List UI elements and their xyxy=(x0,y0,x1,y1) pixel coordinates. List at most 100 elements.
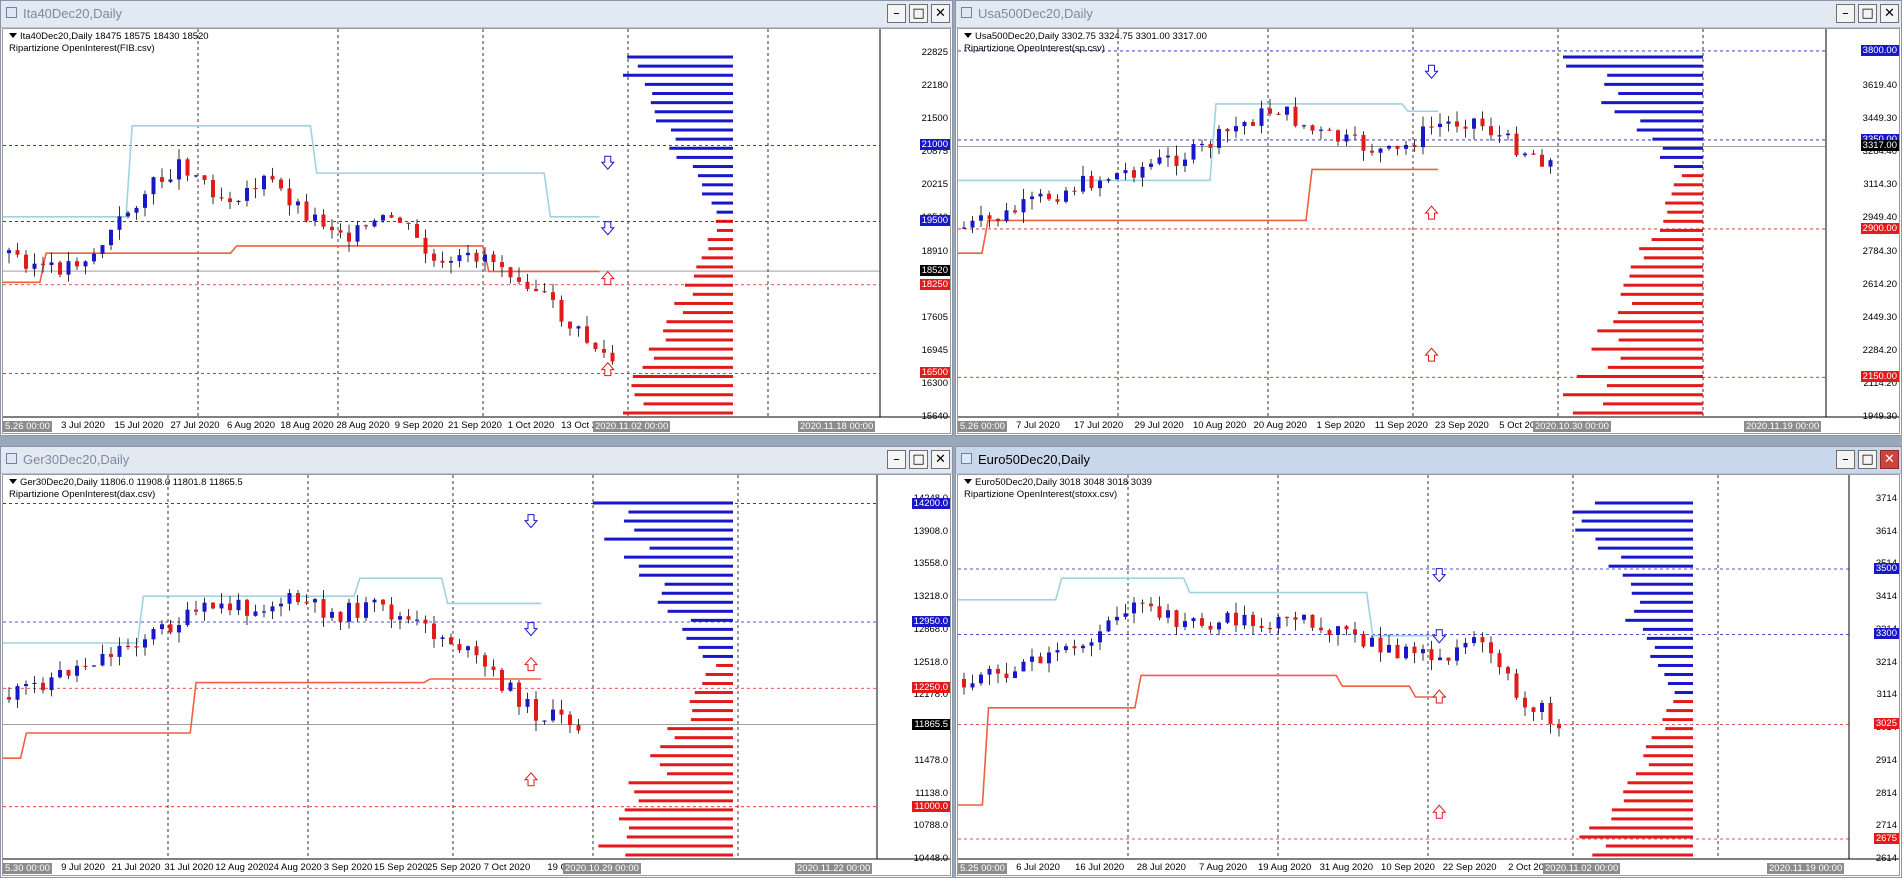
price-level-tag: 11865.5 xyxy=(912,718,950,730)
minimize-button[interactable]: – xyxy=(887,450,906,469)
window-title: Ita40Dec20,Daily xyxy=(23,6,122,21)
support-step-line xyxy=(3,245,600,284)
close-button[interactable]: ✕ xyxy=(931,450,950,469)
candle-body xyxy=(1387,644,1391,653)
candle-body xyxy=(1293,617,1298,620)
candle-body xyxy=(160,624,164,630)
chart-plot[interactable] xyxy=(3,475,950,875)
open-interest-put-bar xyxy=(1611,808,1693,812)
price-chart[interactable]: Euro50Dec20,Daily 3018 3048 3018 3039 Ri… xyxy=(957,474,1900,876)
price-level-tag: 3317.00 xyxy=(1860,140,1899,152)
date-label: 16 Jul 2020 xyxy=(1075,862,1125,873)
candle-body xyxy=(1123,613,1128,617)
candle-body xyxy=(49,677,54,691)
candle-body xyxy=(457,255,462,261)
chart-plot[interactable] xyxy=(958,29,1899,433)
candle-body xyxy=(1081,175,1085,192)
price-chart[interactable]: Usa500Dec20,Daily 3302.75 3324.75 3301.0… xyxy=(957,28,1900,434)
chart-window-usa500[interactable]: Usa500Dec20,Daily – □ ✕ Usa500Dec20,Dail… xyxy=(955,0,1902,436)
candle-body xyxy=(1038,656,1043,664)
chart-window-icon xyxy=(961,453,972,464)
candle-body xyxy=(1548,160,1553,167)
price-chart[interactable]: Ger30Dec20,Daily 11806.0 11908.0 11801.8… xyxy=(2,474,951,876)
candle-body xyxy=(962,227,966,229)
open-interest-call-bar xyxy=(1625,618,1693,622)
maximize-button[interactable]: □ xyxy=(1858,4,1877,23)
candle-body xyxy=(508,267,513,278)
collapse-triangle-icon[interactable] xyxy=(964,33,972,38)
candle-body xyxy=(449,637,453,645)
candle-body xyxy=(1489,642,1493,654)
open-interest-call-bar xyxy=(1652,137,1703,141)
candle-body xyxy=(483,254,487,262)
candle-body xyxy=(423,237,428,254)
title-bar[interactable]: Usa500Dec20,Daily – □ ✕ xyxy=(956,1,1901,28)
candle-body xyxy=(1183,159,1187,166)
date-marker-label: 2020.11.02 00:00 xyxy=(1543,863,1621,874)
chart-plot[interactable] xyxy=(958,475,1899,875)
minimize-button[interactable]: – xyxy=(1836,450,1855,469)
chart-window-ger30[interactable]: Ger30Dec20,Daily – □ ✕ Ger30Dec20,Daily … xyxy=(0,446,953,878)
open-interest-put-bar xyxy=(1645,745,1693,749)
minimize-button[interactable]: – xyxy=(887,4,906,23)
collapse-triangle-icon[interactable] xyxy=(9,479,17,484)
maximize-button[interactable]: □ xyxy=(1858,450,1877,469)
date-label: 25 Sep 2020 xyxy=(427,862,481,873)
candle-body xyxy=(126,212,130,217)
title-bar[interactable]: Euro50Dec20,Daily – □ ✕ xyxy=(956,447,1901,474)
close-button[interactable]: ✕ xyxy=(1880,450,1899,469)
candle-body xyxy=(576,326,581,329)
candle-body xyxy=(7,697,11,700)
price-label: 2114.20 xyxy=(1863,377,1897,389)
candle-body xyxy=(279,179,283,189)
date-marker-label: 2020.11.18 00:00 xyxy=(798,421,876,432)
candle-body xyxy=(970,683,975,688)
candle-body xyxy=(41,263,45,266)
chart-plot[interactable] xyxy=(3,29,950,433)
date-label: 5 Oct 2020 xyxy=(1499,420,1546,431)
minimize-button[interactable]: – xyxy=(1836,4,1855,23)
candle-body xyxy=(1055,650,1060,653)
arrow-down-icon xyxy=(600,221,615,236)
candle-body xyxy=(321,214,326,227)
collapse-triangle-icon[interactable] xyxy=(9,33,17,38)
candle-body xyxy=(491,254,496,263)
close-button[interactable]: ✕ xyxy=(931,4,950,23)
price-chart[interactable]: Ita40Dec20,Daily 18475 18575 18430 18520… xyxy=(2,28,951,434)
price-level-tag: 2150.00 xyxy=(1860,371,1899,383)
candle-body xyxy=(1472,118,1476,129)
candle-body xyxy=(1004,210,1009,222)
open-interest-put-bar xyxy=(624,808,733,812)
open-interest-call-bar xyxy=(1581,519,1693,523)
price-label: 3619.40 xyxy=(1862,80,1897,92)
price-level-tag: 12950.0 xyxy=(911,615,950,627)
candle-body xyxy=(1557,723,1561,729)
candle-body xyxy=(1285,616,1289,619)
candle-body xyxy=(1259,108,1264,126)
candle-body xyxy=(551,292,555,300)
collapse-triangle-icon[interactable] xyxy=(964,479,972,484)
title-bar[interactable]: Ita40Dec20,Daily – □ ✕ xyxy=(1,1,952,28)
date-label: 10 Sep 2020 xyxy=(1381,862,1435,873)
open-interest-call-bar xyxy=(593,501,733,505)
candle-body xyxy=(1421,126,1425,148)
date-start-label: 5.25 00:00 xyxy=(958,863,1007,874)
title-bar[interactable]: Ger30Dec20,Daily – □ ✕ xyxy=(1,447,952,474)
candle-body xyxy=(219,197,224,199)
close-button[interactable]: ✕ xyxy=(1880,4,1899,23)
candle-body xyxy=(398,616,402,620)
chart-window-ita40[interactable]: Ita40Dec20,Daily – □ ✕ Ita40Dec20,Daily … xyxy=(0,0,953,436)
chart-window-euro50[interactable]: Euro50Dec20,Daily – □ ✕ Euro50Dec20,Dail… xyxy=(955,446,1902,878)
candle-body xyxy=(24,254,28,269)
candle-body xyxy=(1378,148,1383,153)
price-label: 10448.0 xyxy=(913,853,948,864)
candle-body xyxy=(1327,129,1332,131)
open-interest-call-bar xyxy=(1595,537,1693,541)
price-label: 20875 xyxy=(921,146,948,158)
open-interest-call-bar xyxy=(604,537,733,541)
candle-body xyxy=(1234,126,1238,132)
maximize-button[interactable]: □ xyxy=(909,4,928,23)
maximize-button[interactable]: □ xyxy=(909,450,928,469)
date-marker-label: 2020.11.22 00:00 xyxy=(795,863,873,874)
candle-body xyxy=(432,623,436,639)
